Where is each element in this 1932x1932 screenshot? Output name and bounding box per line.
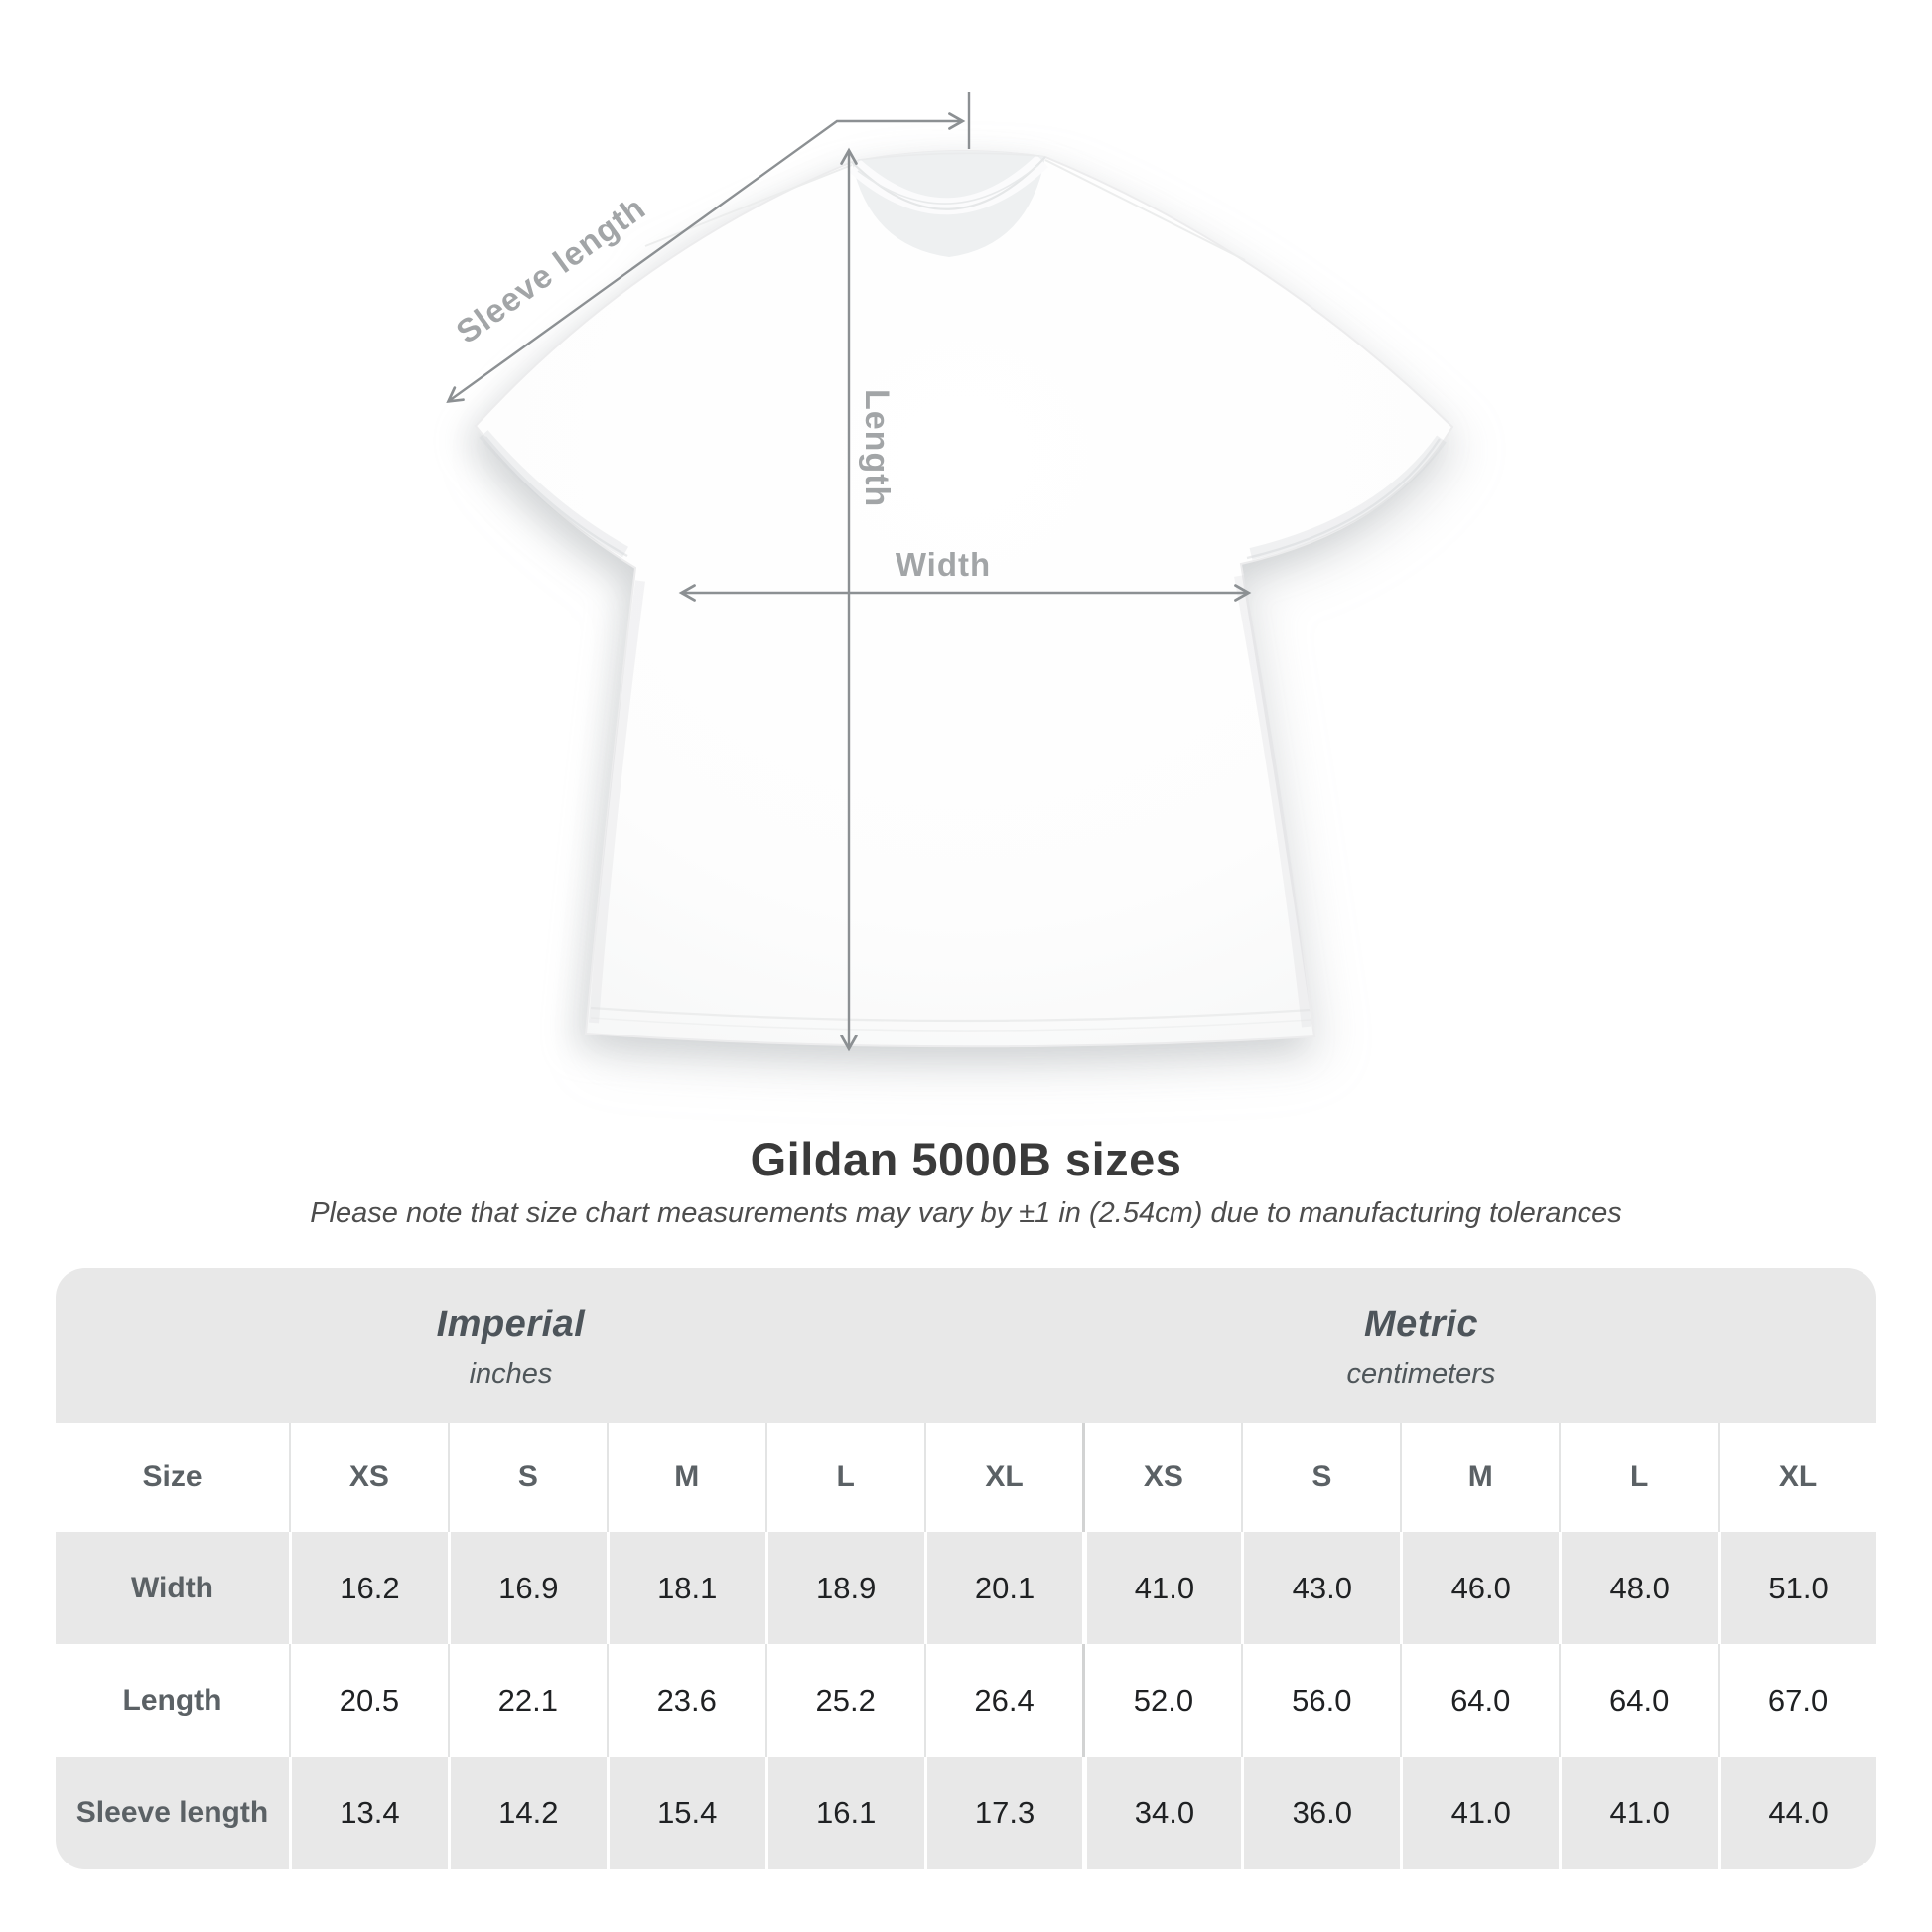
unit-group-metric: Metric centimeters [966,1268,1876,1423]
unit-group-band: Imperial inches Metric centimeters [56,1268,1876,1423]
row-label: Width [56,1532,289,1645]
size-header-imperial-m: M [606,1423,765,1532]
data-cell: 20.1 [923,1532,1083,1645]
data-cell: 18.1 [606,1532,765,1645]
data-cell: 34.0 [1082,1756,1242,1869]
size-header-row: Size XS S M L XL XS S M L XL [56,1423,1876,1532]
data-cell: 13.4 [289,1756,448,1869]
table-row-sleeve-length: Sleeve length 13.4 14.2 15.4 16.1 17.3 3… [56,1756,1876,1869]
length-label: Length [858,389,896,508]
data-cell: 46.0 [1400,1532,1560,1645]
data-cell: 48.0 [1559,1532,1719,1645]
width-label: Width [895,546,992,583]
data-cell: 17.3 [923,1756,1083,1869]
data-cell: 41.0 [1082,1532,1242,1645]
data-cell: 26.4 [923,1644,1083,1757]
metric-unit: centimeters [1346,1358,1496,1390]
data-cell: 41.0 [1400,1756,1560,1869]
size-header-metric-xs: XS [1082,1423,1242,1532]
data-cell: 64.0 [1400,1644,1560,1757]
data-cell: 16.9 [447,1532,607,1645]
measurement-arrows [446,92,1252,1052]
data-cell: 23.6 [606,1644,765,1757]
unit-group-imperial: Imperial inches [56,1268,966,1423]
metric-label: Metric [1364,1304,1478,1345]
table-row-width: Width 16.2 16.9 18.1 18.9 20.1 41.0 43.0… [56,1532,1876,1645]
data-cell: 51.0 [1718,1532,1876,1645]
size-header-imperial-xl: XL [923,1423,1083,1532]
tolerance-note: Please note that size chart measurements… [310,1197,1622,1229]
size-header-metric-xl: XL [1718,1423,1876,1532]
data-cell: 56.0 [1241,1644,1401,1757]
data-cell: 52.0 [1082,1644,1242,1757]
size-header-imperial-l: L [764,1423,924,1532]
data-cell: 16.1 [764,1756,924,1869]
row-label: Length [56,1644,289,1757]
imperial-unit: inches [469,1358,553,1390]
data-cell: 18.9 [764,1532,924,1645]
size-header-metric-m: M [1400,1423,1560,1532]
data-cell: 67.0 [1718,1644,1876,1757]
data-cell: 36.0 [1241,1756,1401,1869]
page-title: Gildan 5000B sizes [750,1133,1182,1185]
data-cell: 22.1 [447,1644,607,1757]
size-col-header: Size [56,1423,289,1532]
row-label: Sleeve length [56,1756,289,1869]
data-cell: 43.0 [1241,1532,1401,1645]
data-cell: 64.0 [1559,1644,1719,1757]
size-header-metric-s: S [1241,1423,1401,1532]
data-cell: 41.0 [1559,1756,1719,1869]
size-chart-table: Imperial inches Metric centimeters Size … [56,1268,1876,1869]
data-cell: 16.2 [289,1532,448,1645]
tshirt-illustration [446,92,1454,1052]
data-cell: 14.2 [447,1756,607,1869]
data-cell: 15.4 [606,1756,765,1869]
tshirt-shape [474,150,1454,1048]
size-header-imperial-xs: XS [289,1423,448,1532]
data-cell: 20.5 [289,1644,448,1757]
data-cell: 25.2 [764,1644,924,1757]
sleeve-length-arrow [446,112,966,403]
data-cell: 44.0 [1718,1756,1876,1869]
imperial-label: Imperial [436,1304,586,1345]
size-header-imperial-s: S [447,1423,607,1532]
size-header-metric-l: L [1559,1423,1719,1532]
table-row-length: Length 20.5 22.1 23.6 25.2 26.4 52.0 56.… [56,1644,1876,1757]
